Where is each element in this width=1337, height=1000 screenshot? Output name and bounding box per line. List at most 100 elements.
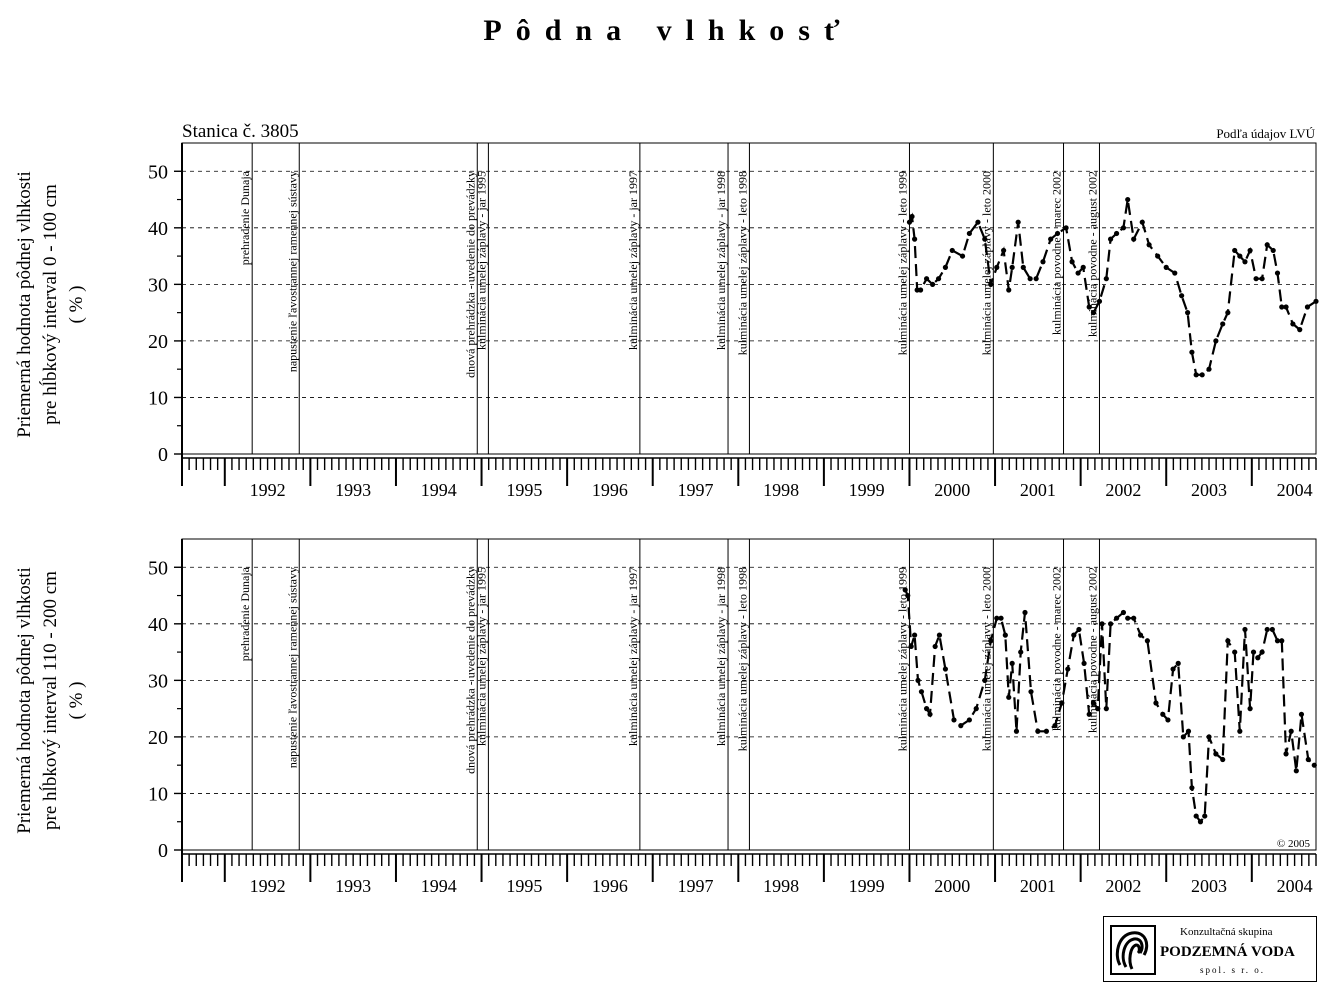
y-axis-label: Priemerná hodnota pôdnej vlhkosti bbox=[14, 567, 35, 833]
data-point bbox=[1020, 264, 1026, 270]
event-label: kulminácia umelej záplavy - leto 1999 bbox=[895, 171, 909, 355]
data-point bbox=[1293, 768, 1299, 774]
data-point bbox=[1071, 632, 1077, 638]
y-tick-label: 20 bbox=[148, 727, 168, 749]
event-label: dnová prehrádzka - uvedenie do prevádzky bbox=[463, 171, 477, 378]
x-tick-label: 1999 bbox=[849, 876, 885, 896]
x-tick-label: 2002 bbox=[1105, 480, 1141, 500]
x-tick-label: 1999 bbox=[849, 480, 885, 500]
data-point bbox=[975, 219, 981, 225]
data-point bbox=[1163, 264, 1169, 270]
y-tick-label: 10 bbox=[148, 387, 168, 409]
data-point bbox=[908, 643, 914, 650]
data-point bbox=[1185, 310, 1191, 316]
x-tick-label: 1992 bbox=[250, 876, 286, 896]
data-point bbox=[1069, 259, 1075, 265]
event-label: kulminácia umelej záplavy - leto 1999 bbox=[895, 567, 909, 751]
data-point bbox=[1160, 711, 1166, 717]
event-label: napustenie ľavostrannej ramennej sústavy bbox=[285, 171, 299, 372]
data-point bbox=[1232, 649, 1238, 655]
data-point bbox=[1059, 700, 1065, 706]
event-label: kulminácia umelej záplavy - jar 1997 bbox=[626, 171, 640, 350]
data-point bbox=[1113, 615, 1120, 621]
data-point bbox=[1137, 632, 1144, 638]
x-tick-label: 2000 bbox=[934, 876, 970, 896]
event-label: napustenie ľavostrannej ramennej sústavy bbox=[285, 567, 299, 768]
data-point bbox=[1170, 666, 1176, 672]
y-axis-label: ( % ) bbox=[66, 682, 87, 720]
data-point bbox=[1279, 638, 1285, 644]
event-label: kulminácia umelej záplavy - leto 2000 bbox=[979, 567, 993, 751]
data-point bbox=[1264, 626, 1270, 633]
data-point bbox=[958, 723, 964, 729]
data-point bbox=[1125, 615, 1131, 621]
data-point bbox=[1189, 349, 1195, 355]
data-point bbox=[998, 615, 1004, 621]
data-point bbox=[1144, 638, 1150, 644]
event-label: prehradenie Dunaja bbox=[238, 170, 252, 265]
data-point bbox=[1225, 310, 1231, 316]
data-point bbox=[1027, 276, 1033, 282]
y-axis-label: ( % ) bbox=[66, 286, 87, 324]
data-point bbox=[982, 236, 988, 242]
data-point bbox=[1065, 666, 1071, 672]
data-point bbox=[1035, 728, 1041, 734]
data-point bbox=[1202, 813, 1208, 819]
x-tick-label: 2002 bbox=[1105, 876, 1141, 896]
data-point bbox=[905, 592, 911, 599]
data-point bbox=[1206, 366, 1212, 372]
data-point bbox=[1175, 660, 1181, 667]
event-label: kulminácia umelej záplavy - leto 1998 bbox=[735, 171, 749, 355]
x-tick-label: 1997 bbox=[678, 480, 714, 500]
data-point bbox=[1274, 270, 1281, 276]
data-point bbox=[1075, 270, 1081, 276]
y-tick-label: 10 bbox=[148, 783, 168, 805]
data-point bbox=[1259, 649, 1265, 655]
logo-line-3: spol. s r. o. bbox=[1200, 965, 1266, 975]
data-point bbox=[966, 717, 972, 723]
y-tick-label: 40 bbox=[148, 614, 168, 636]
data-point bbox=[1155, 253, 1161, 259]
event-label: kulminácia povodne - august 2002 bbox=[1085, 567, 1099, 733]
data-point bbox=[1054, 230, 1061, 237]
data-point bbox=[1279, 304, 1285, 310]
y-tick-label: 40 bbox=[148, 218, 168, 240]
logo-line-2: PODZEMNÁ VODA bbox=[1160, 944, 1295, 960]
event-label: kulminácia umelej záplavy - leto 2000 bbox=[979, 171, 993, 355]
data-point bbox=[1015, 219, 1021, 225]
data-point bbox=[988, 638, 994, 644]
data-point bbox=[1086, 711, 1092, 717]
data-point bbox=[1253, 276, 1259, 282]
data-point bbox=[1259, 276, 1265, 282]
event-label: dnová prehrádzka - uvedenie do prevádzky bbox=[463, 567, 477, 774]
data-point bbox=[1081, 660, 1087, 667]
event-label: prehradenie Dunaja bbox=[238, 566, 252, 661]
data-point bbox=[1139, 219, 1145, 225]
data-point bbox=[1172, 270, 1178, 276]
data-point bbox=[932, 643, 938, 650]
data-point bbox=[1232, 247, 1238, 254]
x-tick-label: 2003 bbox=[1191, 876, 1227, 896]
data-point bbox=[994, 264, 1000, 270]
data-point bbox=[1006, 694, 1012, 700]
data-point bbox=[1090, 700, 1097, 706]
data-point bbox=[918, 689, 925, 695]
data-point bbox=[1125, 196, 1131, 203]
data-point bbox=[923, 706, 930, 712]
event-label: kulminácia povodne - marec 2002 bbox=[1050, 567, 1064, 731]
data-point bbox=[935, 276, 942, 282]
data-point bbox=[1099, 621, 1105, 627]
x-tick-label: 2003 bbox=[1191, 480, 1227, 500]
data-point bbox=[1113, 230, 1120, 237]
data-point bbox=[1013, 728, 1020, 734]
event-label: kulminácia umelej záplavy - jar 1998 bbox=[714, 567, 728, 746]
data-point bbox=[1086, 304, 1092, 310]
data-point bbox=[1242, 626, 1248, 633]
data-point bbox=[982, 677, 988, 683]
data-point bbox=[1199, 372, 1205, 378]
data-point bbox=[927, 711, 933, 717]
x-tick-label: 2001 bbox=[1020, 876, 1056, 896]
y-axis-label: pre hĺbkový interval 0 - 100 cm bbox=[39, 184, 61, 425]
data-point bbox=[1043, 728, 1050, 734]
x-tick-label: 2000 bbox=[934, 480, 970, 500]
